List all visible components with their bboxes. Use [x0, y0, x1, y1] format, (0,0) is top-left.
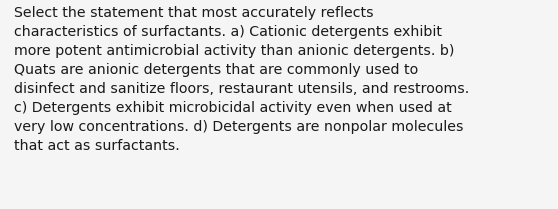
- Text: Select the statement that most accurately reflects
characteristics of surfactant: Select the statement that most accuratel…: [14, 6, 469, 153]
